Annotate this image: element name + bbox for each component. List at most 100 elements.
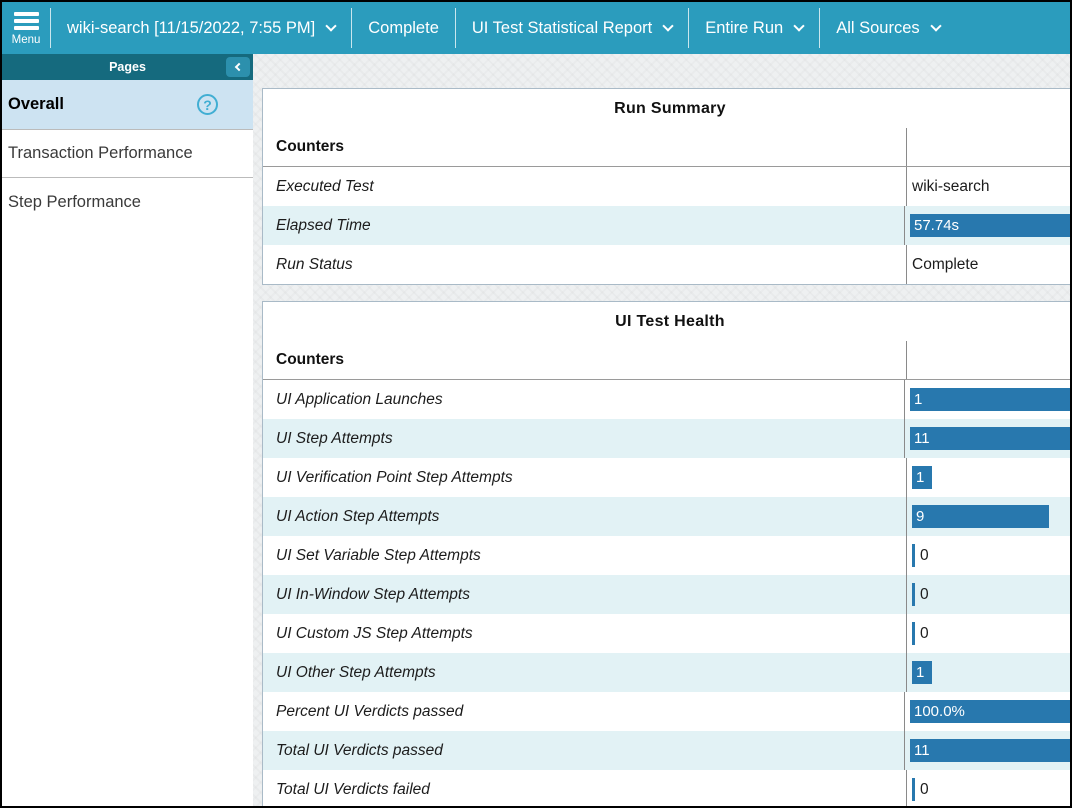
value-bar: 11 — [910, 739, 1070, 762]
table-title: UI Test Health — [615, 313, 725, 330]
sidebar-item-label: Step Performance — [8, 192, 141, 211]
table-row: UI Application Launches 1 — [263, 380, 1070, 419]
value-text: 0 — [920, 780, 929, 798]
table-row: UI In-Window Step Attempts 0 — [263, 575, 1070, 614]
run-status-label: Complete — [368, 18, 439, 37]
value-bar: 100.0% — [910, 700, 1070, 723]
menu-button[interactable]: Menu — [2, 2, 50, 54]
sidebar-item-step-performance[interactable]: Step Performance — [2, 178, 253, 226]
row-value: 0 — [907, 614, 1070, 653]
row-value: 0 — [907, 770, 1070, 806]
row-label: UI Set Variable Step Attempts — [263, 536, 907, 575]
help-icon[interactable]: ? — [197, 94, 218, 115]
menu-label: Menu — [11, 33, 41, 46]
value-bar: 11 — [910, 427, 1070, 450]
report-area: Run Summary Counters Executed Test wiki-sea… — [253, 54, 1070, 806]
run-summary-table: Run Summary Counters Executed Test wiki-sea… — [262, 88, 1070, 285]
value-bar — [912, 583, 915, 606]
sidebar-item-label: Transaction Performance — [8, 144, 193, 162]
row-label: UI Application Launches — [263, 380, 905, 419]
table-row: UI Other Step Attempts 1 — [263, 653, 1070, 692]
sidebar-item-overall[interactable]: Overall ? — [2, 80, 253, 130]
value-bar: 57.74s — [910, 214, 1070, 237]
table-row: Run Status Complete — [263, 245, 1070, 284]
table-row: Total UI Verdicts failed 0 — [263, 770, 1070, 806]
value-bar: 9 — [912, 505, 1049, 528]
sidebar-item-transaction-performance[interactable]: Transaction Performance — [2, 130, 253, 178]
row-label: Executed Test — [263, 167, 907, 206]
run-selector-dropdown[interactable]: wiki-search [11/15/2022, 7:55 PM] — [51, 2, 351, 54]
value-text: 0 — [920, 546, 929, 564]
run-selector-label: wiki-search [11/15/2022, 7:55 PM] — [67, 18, 316, 37]
row-label: Total UI Verdicts failed — [263, 770, 907, 806]
value-text: wiki-search — [912, 177, 990, 195]
value-bar: 1 — [910, 388, 1070, 411]
value-bar: 1 — [912, 661, 932, 684]
section-header-row: Counters — [263, 341, 1070, 380]
chevron-down-icon — [325, 19, 337, 32]
section-header-value — [907, 341, 1070, 379]
table-row: UI Custom JS Step Attempts 0 — [263, 614, 1070, 653]
row-label: Total UI Verdicts passed — [263, 731, 905, 770]
chevron-down-icon — [929, 19, 942, 32]
report-type-label: UI Test Statistical Report — [471, 18, 653, 37]
value-text: Complete — [912, 255, 979, 273]
pages-sidebar: Pages Overall ? Transaction Performance … — [2, 54, 253, 806]
row-label: Percent UI Verdicts passed — [263, 692, 905, 731]
row-label: UI Action Step Attempts — [263, 497, 907, 536]
scope-dropdown[interactable]: Entire Run — [689, 2, 819, 54]
row-value: 11 — [905, 731, 1070, 770]
row-value: 0 — [907, 575, 1070, 614]
table-title: Run Summary — [614, 100, 726, 117]
table-row: UI Verification Point Step Attempts 1 — [263, 458, 1070, 497]
table-row: UI Action Step Attempts 9 — [263, 497, 1070, 536]
toolbar-divider — [819, 8, 821, 48]
toolbar-divider — [351, 8, 353, 48]
pages-header: Pages — [2, 54, 253, 80]
section-header-value — [907, 128, 1070, 166]
chevron-down-icon — [793, 19, 805, 32]
row-value: 1 — [905, 380, 1070, 419]
value-text: 0 — [920, 624, 929, 642]
row-label: Run Status — [263, 245, 907, 284]
report-type-dropdown[interactable]: UI Test Statistical Report — [456, 2, 688, 54]
value-bar — [912, 778, 915, 801]
section-header-label: Counters — [263, 341, 907, 379]
sources-label: All Sources — [836, 18, 920, 37]
row-value: 9 — [907, 497, 1070, 536]
chevron-down-icon — [662, 19, 674, 32]
chevron-left-icon — [234, 62, 244, 72]
row-value: 57.74s — [905, 206, 1070, 245]
sources-dropdown[interactable]: All Sources — [820, 2, 955, 54]
toolbar-divider — [50, 8, 51, 48]
table-row: Percent UI Verdicts passed 100.0% — [263, 692, 1070, 731]
row-value: 100.0% — [905, 692, 1070, 731]
row-label: UI In-Window Step Attempts — [263, 575, 907, 614]
row-label: UI Step Attempts — [263, 419, 905, 458]
sidebar-item-label: Overall — [8, 95, 64, 113]
value-bar — [912, 544, 915, 567]
row-value: Complete — [907, 245, 1070, 284]
toolbar-divider — [688, 8, 690, 48]
toolbar-divider — [454, 8, 456, 48]
section-header-label: Counters — [263, 128, 907, 166]
table-row: UI Step Attempts 11 — [263, 419, 1070, 458]
section-header-row: Counters — [263, 128, 1070, 167]
row-value: 1 — [907, 458, 1070, 497]
value-text: 0 — [920, 585, 929, 603]
table-row: UI Set Variable Step Attempts 0 — [263, 536, 1070, 575]
sidebar-collapse-button[interactable] — [226, 57, 250, 77]
row-label: UI Other Step Attempts — [263, 653, 907, 692]
value-bar — [912, 622, 915, 645]
row-value: 1 — [907, 653, 1070, 692]
ui-test-health-table: UI Test Health Counters UI Application Lau… — [262, 301, 1070, 806]
table-row: Total UI Verdicts passed 11 — [263, 731, 1070, 770]
scope-label: Entire Run — [705, 18, 784, 37]
top-toolbar: Menu wiki-search [11/15/2022, 7:55 PM] C… — [2, 2, 1070, 54]
row-value: 11 — [905, 419, 1070, 458]
table-row: Elapsed Time 57.74s — [263, 206, 1070, 245]
hamburger-icon — [13, 12, 39, 30]
row-value: 0 — [907, 536, 1070, 575]
row-label: UI Verification Point Step Attempts — [263, 458, 907, 497]
row-value: wiki-search — [907, 167, 1070, 206]
